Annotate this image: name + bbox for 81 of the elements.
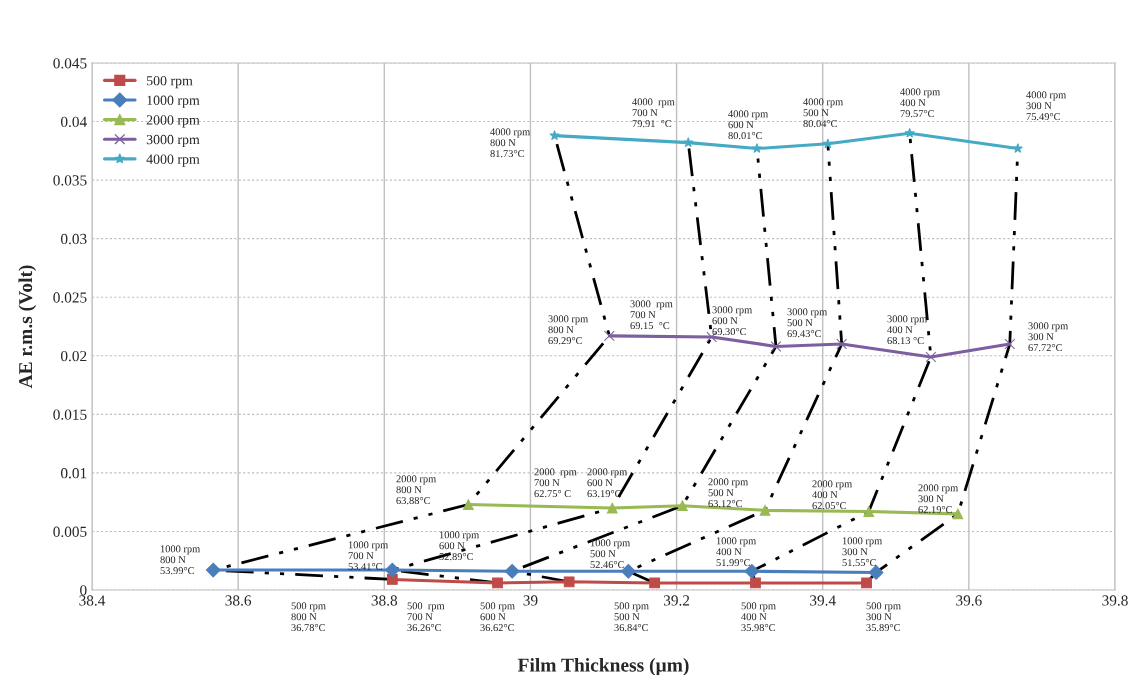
annotation: 4000 rpm 400 N 79.57°C [900, 88, 941, 118]
annotation: 2000 rpm 700 N 62.75° C [534, 468, 577, 498]
legend-label: 1000 rpm [147, 95, 200, 108]
legend-label: 3000 rpm [146, 134, 200, 148]
annotation: 1000 rpm 600 N 52.89°C [439, 531, 480, 561]
annotation: 4000 rpm 300 N 75.49°C [1026, 91, 1067, 121]
point [603, 330, 615, 342]
point [563, 576, 575, 588]
annotation: 3000 rpm 500 N 69.43°C [787, 308, 828, 338]
x-tick-label: 38.4 [79, 595, 106, 606]
x-tick-label: 38.6 [225, 595, 252, 606]
point [750, 577, 761, 589]
point [549, 130, 560, 141]
point [925, 351, 937, 363]
x-axis-title: Film Thickness (µm) [517, 658, 689, 675]
point [386, 574, 398, 585]
point [683, 137, 694, 148]
point [868, 565, 884, 580]
annotation: 1000 rpm 300 N 51.55°C [842, 537, 883, 567]
annotation: 1000 rpm 500 N 52.46°C [590, 539, 631, 569]
point [1012, 143, 1023, 153]
y-tick-label: 0.01 [60, 468, 87, 479]
point [649, 577, 661, 589]
text: 500 rpm 700 N 36.26°C [407, 602, 445, 632]
text: 500 rpm 400 N 35.98°C [741, 602, 776, 632]
annotation: 3000 rpm 600 N 69.30°C [712, 306, 753, 336]
text: 500 rpm 600 N 36.62°C [480, 602, 515, 632]
y-tick-label: 0.015 [53, 409, 87, 420]
point [822, 138, 833, 149]
annotation: 1000 rpm 800 N 53.99°C [160, 545, 201, 575]
point [384, 562, 400, 578]
annotation: 4000 rpm 700 N 79.91 °C [632, 98, 675, 128]
text: 500 rpm 800 N 36.78°C [291, 602, 326, 632]
x-tick-label: 39.8 [1102, 595, 1128, 606]
y-tick-label: 0 [80, 585, 87, 596]
annotation: 2000 rpm 800 N 63.88°C [396, 475, 437, 505]
annotation: 1000 rpm 700 N 53.41°C [348, 541, 389, 571]
annotation: 4000 rpm 500 N 80.04°C [803, 98, 844, 128]
y-axis-title: AE r.m.s (Volt) [18, 265, 37, 389]
point [504, 563, 520, 579]
annotation: 3000 rpm 700 N 69.15 °C [630, 300, 673, 330]
legend-label: 4000 rpm [146, 154, 200, 167]
annotation: 2000 rpm 400 N 62.05°C [812, 480, 853, 510]
point [759, 504, 771, 516]
legend-label: 500 rpm [146, 75, 193, 89]
x-tick-label: 38.8 [371, 595, 398, 606]
point [492, 577, 503, 589]
y-tick-label: 0.045 [53, 58, 87, 69]
y-tick-label: 0.025 [53, 292, 87, 303]
y-tick-label: 0.04 [60, 116, 87, 128]
point [751, 143, 763, 153]
x-tick-label: 39 [523, 595, 538, 606]
point [606, 502, 618, 514]
text: 500 rpm 500 N 36.84°C [614, 602, 649, 632]
annotation: 2000 rpm 500 N 63.12°C [708, 478, 749, 508]
point [770, 341, 782, 352]
annotation: 3000 rpm 800 N 69.29°C [548, 315, 589, 345]
annotation: 4000 rpm 600 N 80.01°C [728, 110, 769, 140]
annotation: 2000 rpm 300 N 62.19°C [918, 484, 959, 514]
point [462, 499, 474, 510]
point [677, 500, 688, 512]
x-tick-label: 39.6 [956, 595, 982, 606]
text: 500 rpm 300 N 35.89°C [866, 602, 901, 632]
annotation: 4000 rpm 800 N 81.73°C [490, 128, 531, 158]
x-tick-label: 39.4 [810, 595, 836, 606]
y-tick-label: 0.02 [60, 350, 87, 362]
point [1004, 338, 1016, 350]
point [904, 127, 915, 138]
annotation: 3000 rpm 300 N 67.72°C [1028, 322, 1069, 352]
point [205, 562, 221, 578]
point [861, 577, 872, 589]
y-tick-label: 0.035 [53, 175, 87, 186]
point [863, 506, 875, 517]
point [836, 338, 848, 350]
point [952, 508, 964, 520]
y-tick-label: 0.005 [53, 526, 87, 537]
annotation: 3000 rpm 400 N 68.13 °C [887, 315, 928, 345]
x-tick-label: 39.2 [663, 595, 690, 606]
legend-label: 2000 rpm [146, 115, 200, 128]
annotation: 1000 rpm 400 N 51.99°C [716, 537, 757, 567]
y-tick-label: 0.03 [60, 233, 87, 245]
